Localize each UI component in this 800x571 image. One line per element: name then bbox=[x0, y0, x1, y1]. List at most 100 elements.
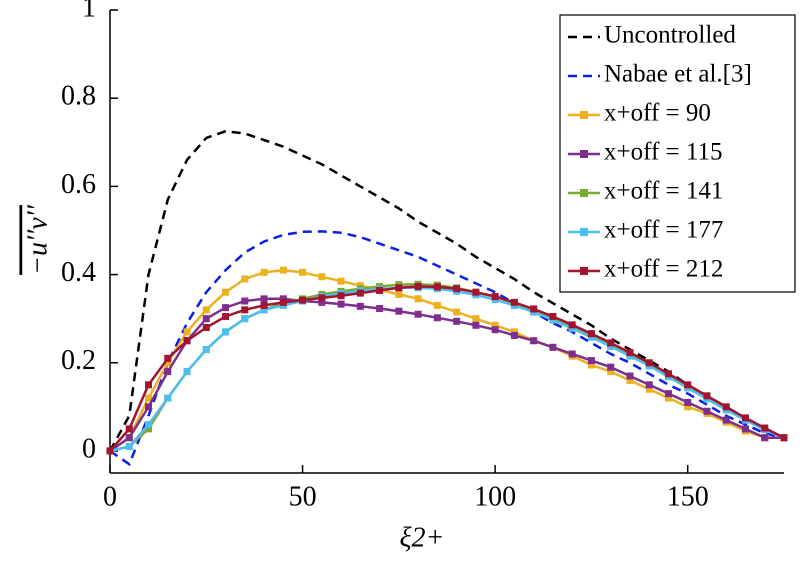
marker bbox=[106, 447, 114, 455]
marker bbox=[491, 326, 499, 334]
legend-label: x+off = 115 bbox=[604, 139, 722, 166]
marker bbox=[183, 328, 191, 336]
x-axis-label: ξ2+ bbox=[400, 522, 445, 553]
marker bbox=[164, 359, 172, 367]
marker bbox=[491, 293, 499, 301]
marker bbox=[491, 321, 499, 329]
series-line bbox=[109, 297, 784, 453]
marker bbox=[318, 273, 326, 281]
marker bbox=[472, 315, 480, 323]
marker bbox=[164, 368, 172, 376]
marker bbox=[607, 342, 615, 350]
marker bbox=[626, 352, 634, 360]
marker bbox=[587, 330, 595, 338]
legend-label: x+off = 177 bbox=[604, 217, 723, 244]
marker bbox=[645, 359, 653, 367]
marker bbox=[125, 434, 133, 442]
series-line bbox=[109, 285, 785, 452]
marker bbox=[376, 305, 384, 313]
legend-label: Nabae et al.[3] bbox=[604, 61, 752, 88]
marker bbox=[568, 321, 576, 329]
series-line bbox=[109, 230, 785, 467]
marker bbox=[260, 301, 268, 309]
marker bbox=[472, 321, 480, 329]
y-tick-label: 0 bbox=[82, 433, 96, 464]
x-tick-label: 0 bbox=[103, 481, 117, 512]
marker bbox=[626, 372, 634, 380]
marker bbox=[241, 297, 249, 305]
marker bbox=[241, 315, 249, 323]
marker bbox=[202, 323, 210, 331]
marker bbox=[664, 370, 672, 378]
legend-marker bbox=[580, 111, 588, 119]
marker bbox=[260, 295, 268, 303]
marker bbox=[260, 268, 268, 276]
marker bbox=[703, 392, 711, 400]
y-tick-label: 0.4 bbox=[61, 257, 96, 288]
marker bbox=[279, 295, 287, 303]
marker bbox=[145, 394, 153, 402]
marker bbox=[549, 312, 557, 320]
marker bbox=[433, 314, 441, 322]
series-line bbox=[108, 130, 785, 452]
legend-marker bbox=[580, 228, 588, 236]
marker bbox=[664, 390, 672, 398]
legend-marker bbox=[580, 150, 588, 158]
series-line bbox=[109, 268, 784, 453]
marker bbox=[549, 343, 557, 351]
marker bbox=[587, 333, 595, 341]
marker bbox=[780, 434, 788, 442]
marker bbox=[299, 296, 307, 304]
legend-label: x+off = 212 bbox=[604, 256, 723, 283]
marker bbox=[414, 282, 422, 290]
marker bbox=[145, 425, 153, 433]
marker bbox=[202, 315, 210, 323]
marker bbox=[607, 368, 615, 376]
marker bbox=[222, 304, 230, 312]
marker bbox=[260, 306, 268, 314]
x-tick-label: 50 bbox=[289, 481, 317, 512]
marker bbox=[626, 376, 634, 384]
marker bbox=[395, 307, 403, 315]
marker bbox=[607, 363, 615, 371]
marker bbox=[222, 288, 230, 296]
marker bbox=[510, 298, 518, 306]
marker bbox=[145, 403, 153, 411]
marker bbox=[761, 424, 769, 432]
x-tick-label: 150 bbox=[667, 481, 709, 512]
marker bbox=[568, 324, 576, 332]
y-tick-label: 0.8 bbox=[61, 81, 96, 112]
legend-marker bbox=[580, 267, 588, 275]
marker bbox=[337, 292, 345, 300]
marker bbox=[645, 381, 653, 389]
marker bbox=[722, 403, 730, 411]
marker bbox=[472, 288, 480, 296]
marker bbox=[645, 385, 653, 393]
marker bbox=[145, 381, 153, 389]
marker bbox=[241, 306, 249, 314]
marker bbox=[125, 443, 133, 451]
marker bbox=[202, 306, 210, 314]
marker bbox=[510, 328, 518, 336]
marker bbox=[395, 284, 403, 292]
marker bbox=[183, 337, 191, 345]
marker bbox=[356, 302, 364, 310]
marker bbox=[607, 339, 615, 347]
marker bbox=[703, 407, 711, 415]
marker bbox=[626, 349, 634, 357]
marker bbox=[453, 317, 461, 325]
marker bbox=[318, 294, 326, 302]
marker bbox=[549, 316, 557, 324]
marker bbox=[722, 416, 730, 424]
marker bbox=[433, 283, 441, 291]
marker bbox=[453, 285, 461, 293]
marker bbox=[587, 361, 595, 369]
marker bbox=[587, 357, 595, 365]
legend-marker bbox=[580, 189, 588, 197]
marker bbox=[684, 403, 692, 411]
x-tick-label: 100 bbox=[474, 481, 516, 512]
marker bbox=[279, 298, 287, 306]
legend-label: Uncontrolled bbox=[604, 22, 736, 49]
marker bbox=[433, 301, 441, 309]
